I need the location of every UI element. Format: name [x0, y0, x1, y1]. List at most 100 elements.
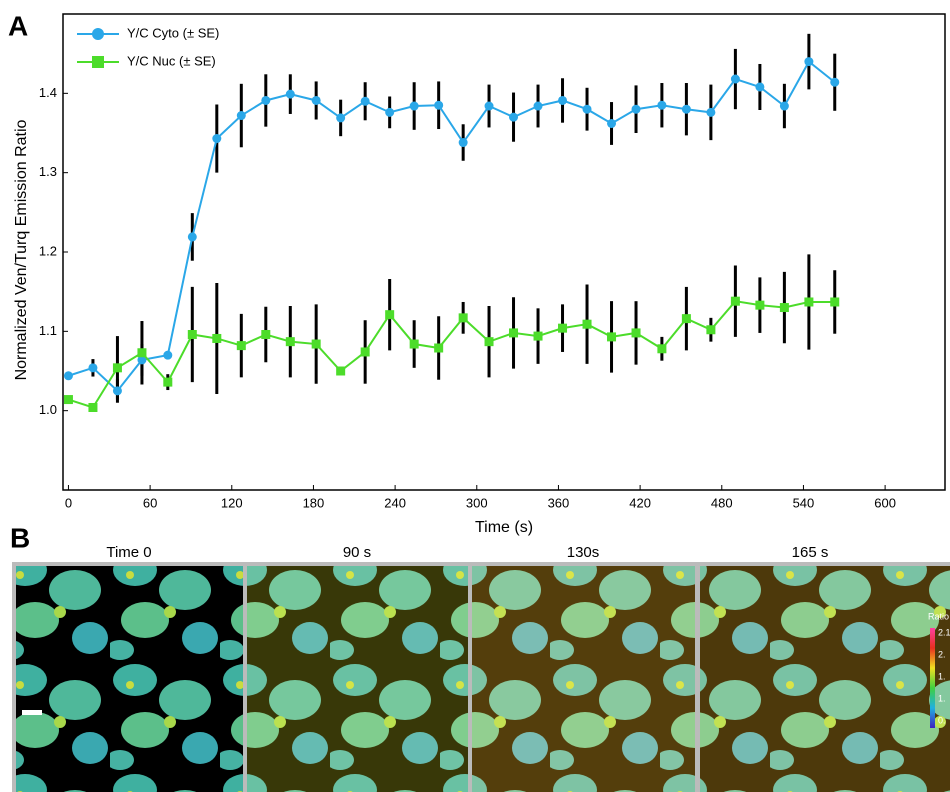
- y-axis-label: Normalized Ven/Turq Emission Ratio: [13, 119, 30, 380]
- x-tick-label: 540: [793, 495, 815, 510]
- data-point: [409, 101, 419, 111]
- data-point: [607, 118, 617, 128]
- data-point: [706, 325, 716, 335]
- y-tick-label: 1.3: [39, 164, 57, 179]
- data-point: [360, 347, 370, 357]
- series-line: [68, 300, 835, 409]
- data-point: [804, 297, 814, 307]
- data-point: [582, 104, 592, 114]
- data-point: [755, 82, 765, 92]
- data-point: [385, 107, 395, 117]
- data-point: [336, 366, 346, 376]
- legend-item: Y/C Cyto (± SE): [77, 25, 219, 40]
- data-point: [434, 100, 444, 110]
- scale-bar: [22, 710, 42, 715]
- colorbar-label: 2.: [938, 649, 946, 659]
- data-point: [657, 100, 667, 110]
- image-tint: [700, 566, 950, 792]
- data-point: [112, 386, 122, 396]
- data-point: [187, 330, 197, 340]
- x-tick-label: 420: [629, 495, 651, 510]
- legend-marker: [92, 56, 104, 68]
- data-point: [385, 310, 395, 320]
- data-point: [360, 96, 370, 106]
- data-point: [163, 350, 173, 360]
- x-tick-label: 600: [874, 495, 896, 510]
- data-point: [558, 95, 568, 105]
- data-point: [409, 339, 419, 349]
- x-tick-label: 180: [303, 495, 325, 510]
- x-tick-label: 120: [221, 495, 243, 510]
- image-tint: [247, 566, 468, 792]
- data-point: [631, 328, 641, 338]
- data-point: [311, 339, 321, 349]
- data-point: [285, 337, 295, 347]
- colorbar-title: Ratio: [928, 611, 949, 621]
- data-point: [458, 138, 468, 148]
- data-point: [88, 402, 98, 412]
- data-point: [582, 319, 592, 329]
- legend-label: Y/C Cyto (± SE): [127, 25, 219, 40]
- data-point: [533, 101, 543, 111]
- data-point: [236, 341, 246, 351]
- data-point: [509, 112, 519, 122]
- panel-b: B Time 0 90 s 130s 165 s Ratio 2.1 2. 1.…: [10, 522, 950, 792]
- data-point: [336, 113, 346, 123]
- x-tick-label: 0: [65, 495, 72, 510]
- colorbar-label: 2.1: [938, 627, 950, 637]
- y-tick-label: 1.4: [39, 85, 57, 100]
- legend-item: Y/C Nuc (± SE): [77, 53, 216, 68]
- data-point: [730, 74, 740, 84]
- image-tint: [472, 566, 695, 792]
- data-point: [212, 333, 222, 343]
- data-point: [187, 232, 197, 242]
- y-tick-label: 1.1: [39, 323, 57, 338]
- chart-a: A Time (s) Normalized Ven/Turq Emission …: [8, 10, 946, 536]
- data-point: [509, 328, 519, 338]
- data-point: [779, 101, 789, 111]
- data-point: [755, 300, 765, 310]
- colorbar-label: 1.: [938, 671, 946, 681]
- data-point: [458, 313, 468, 323]
- data-point: [236, 111, 246, 121]
- data-point: [830, 77, 840, 87]
- data-point: [434, 343, 444, 353]
- x-tick-label: 480: [711, 495, 733, 510]
- data-point: [681, 314, 691, 324]
- x-tick-label: 300: [466, 495, 488, 510]
- data-point: [63, 371, 73, 381]
- image-title: 165 s: [792, 544, 829, 561]
- colorbar-label: 1.: [938, 693, 946, 703]
- data-point: [311, 95, 321, 105]
- x-tick-label: 60: [143, 495, 157, 510]
- data-point: [137, 348, 147, 358]
- data-point: [657, 344, 667, 354]
- data-point: [484, 101, 494, 111]
- legend-label: Y/C Nuc (± SE): [127, 53, 216, 68]
- panel-label: A: [8, 10, 28, 41]
- data-point: [631, 104, 641, 114]
- panel-label: B: [10, 522, 30, 553]
- data-point: [261, 330, 271, 340]
- colorbar: [930, 628, 935, 728]
- colorbar-label: 0.: [938, 715, 946, 725]
- y-tick-label: 1.0: [39, 402, 57, 417]
- data-point: [533, 331, 543, 341]
- data-point: [63, 395, 73, 405]
- data-point: [163, 377, 173, 387]
- data-point: [706, 107, 716, 117]
- data-point: [681, 104, 691, 114]
- data-point: [285, 89, 295, 99]
- data-point: [261, 95, 271, 105]
- image-title: 130s: [567, 544, 600, 561]
- data-point: [730, 296, 740, 306]
- plot-frame: [62, 13, 946, 491]
- image-title: Time 0: [106, 544, 151, 561]
- series-line: [68, 60, 836, 393]
- image-title: 90 s: [343, 544, 371, 561]
- data-point: [484, 337, 494, 347]
- data-point: [779, 303, 789, 313]
- image: [16, 566, 243, 792]
- data-point: [137, 355, 147, 365]
